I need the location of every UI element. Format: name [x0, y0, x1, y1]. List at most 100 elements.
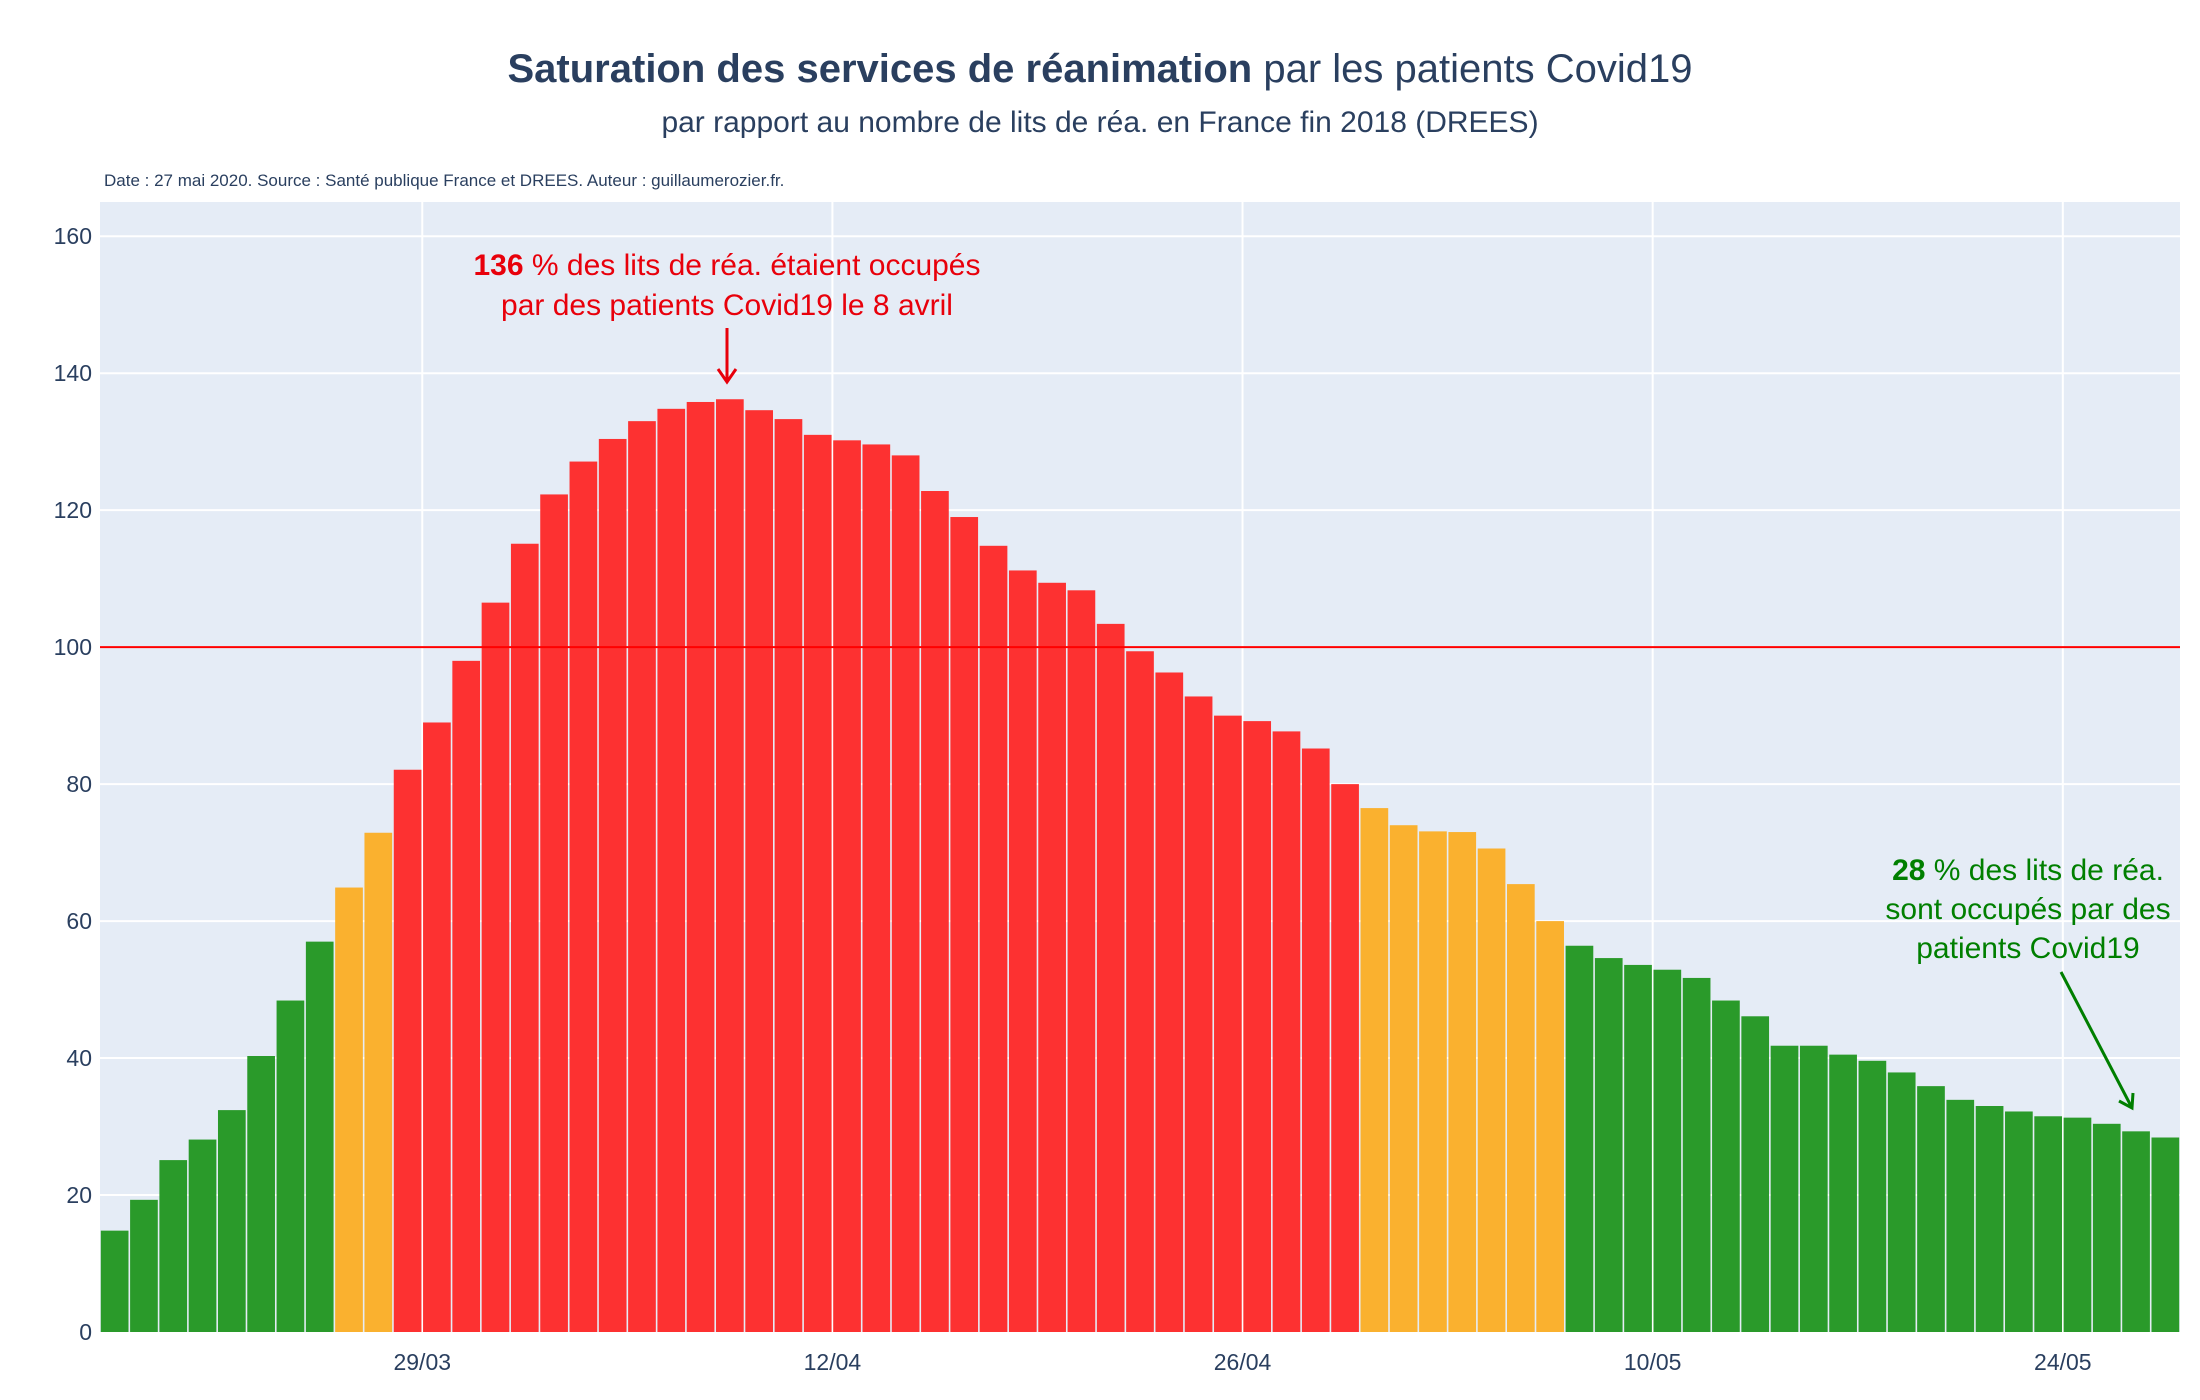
y-tick-label: 20	[66, 1182, 92, 1208]
bar	[1301, 748, 1330, 1332]
y-tick-label: 60	[66, 908, 92, 934]
y-axis-ticks: 0 20 40 60 80 100 120 140 160	[54, 223, 92, 1345]
peak-annotation-line1: 136 % des lits de réa. étaient occupés	[474, 249, 981, 282]
chart-title-rest: par les patients Covid19	[1252, 47, 1692, 91]
latest-annotation-text1: % des lits de réa.	[1925, 854, 2163, 887]
bar	[2005, 1111, 2033, 1332]
bar	[657, 408, 686, 1333]
bar	[393, 769, 422, 1332]
bar	[1214, 715, 1242, 1332]
x-tick-label: 10/05	[1624, 1349, 1682, 1375]
bar	[891, 455, 920, 1333]
bar	[1272, 731, 1301, 1332]
bar	[598, 438, 627, 1332]
bar	[1946, 1099, 1975, 1332]
bar	[1536, 921, 1564, 1332]
bar	[803, 434, 832, 1332]
bar	[130, 1199, 158, 1332]
bar	[1243, 721, 1272, 1332]
bar	[686, 401, 715, 1332]
latest-annotation-line1: 28 % des lits de réa.	[1892, 854, 2164, 887]
bar	[1624, 964, 1652, 1332]
bar	[1419, 831, 1447, 1332]
bar	[979, 545, 1008, 1332]
bar	[1067, 590, 1096, 1332]
y-tick-label: 80	[66, 771, 92, 797]
bar	[2034, 1116, 2063, 1332]
bar	[1155, 672, 1184, 1332]
bar	[862, 444, 891, 1332]
bar	[1448, 832, 1477, 1332]
bar	[510, 543, 539, 1332]
peak-arrow-icon	[716, 328, 738, 385]
x-tick-label: 26/04	[1214, 1349, 1272, 1375]
peak-annotation-line2: par des patients Covid19 le 8 avril	[501, 289, 953, 322]
bar	[1917, 1086, 1945, 1332]
bar	[1038, 582, 1066, 1332]
source-note: Date : 27 mai 2020. Source : Santé publi…	[104, 171, 784, 190]
chart-title-bold: Saturation des services de réanimation	[508, 47, 1253, 91]
bar	[1975, 1106, 2004, 1332]
bar	[1331, 784, 1359, 1332]
x-tick-label: 24/05	[2034, 1349, 2092, 1375]
bar	[188, 1139, 217, 1332]
bar	[1008, 570, 1037, 1332]
bar	[1799, 1045, 1828, 1332]
y-tick-label: 140	[54, 360, 92, 386]
y-tick-label: 100	[54, 634, 92, 660]
latest-annotation-line2: sont occupés par des	[1885, 893, 2170, 926]
bar	[1360, 808, 1389, 1332]
bar	[716, 399, 744, 1333]
bar	[1887, 1072, 1916, 1332]
bar	[305, 941, 334, 1332]
bar	[628, 421, 656, 1333]
bar	[1184, 696, 1213, 1332]
x-axis-ticks: 29/03 12/04 26/04 10/05 24/05	[393, 1349, 2091, 1375]
bar	[1096, 623, 1125, 1332]
bar	[481, 602, 510, 1332]
bar	[1594, 958, 1623, 1332]
bar	[1829, 1054, 1857, 1332]
y-tick-label: 160	[54, 223, 92, 249]
bar	[247, 1056, 275, 1332]
y-tick-label: 40	[66, 1045, 92, 1071]
bar	[745, 410, 774, 1332]
bar	[1126, 651, 1154, 1332]
chart-title: Saturation des services de réanimation p…	[508, 47, 1693, 91]
bar	[1712, 1000, 1740, 1332]
bar	[1741, 1016, 1770, 1332]
bar	[335, 887, 363, 1332]
bar	[452, 660, 481, 1332]
bar	[2151, 1137, 2180, 1332]
latest-arrow-icon	[2059, 971, 2135, 1111]
bar	[1389, 825, 1418, 1332]
peak-annotation-value: 136	[474, 249, 524, 282]
y-tick-label: 0	[79, 1319, 92, 1345]
bar	[540, 494, 568, 1332]
bar	[950, 517, 979, 1332]
bar	[100, 1230, 129, 1332]
x-tick-label: 29/03	[393, 1349, 451, 1375]
x-tick-label: 12/04	[804, 1349, 862, 1375]
bars	[100, 399, 2180, 1333]
bar	[1506, 884, 1535, 1332]
bar	[1565, 945, 1594, 1332]
bar	[569, 461, 598, 1332]
bar	[276, 1000, 305, 1332]
bar	[217, 1110, 246, 1332]
bar	[364, 832, 393, 1332]
bar	[2092, 1123, 2121, 1332]
bar	[423, 722, 451, 1332]
bar	[833, 440, 861, 1332]
latest-annotation-value: 28	[1892, 854, 1925, 887]
bar	[2122, 1131, 2150, 1332]
bar	[1770, 1045, 1799, 1332]
bar	[1477, 848, 1506, 1332]
bar	[1858, 1060, 1887, 1332]
y-tick-label: 120	[54, 497, 92, 523]
bar	[1653, 969, 1682, 1332]
chart-subtitle: par rapport au nombre de lits de réa. en…	[661, 106, 1538, 139]
bar	[2063, 1117, 2092, 1332]
bar	[159, 1160, 188, 1332]
